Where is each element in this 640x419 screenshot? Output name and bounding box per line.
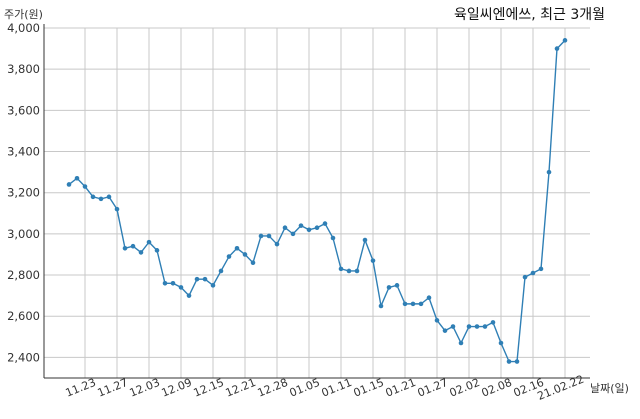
data-point: [306, 227, 312, 233]
data-point: [546, 169, 552, 175]
data-point: [474, 324, 480, 329]
x-axis-label: 날짜(일): [590, 381, 629, 395]
data-point: [82, 184, 88, 189]
data-point: [130, 243, 136, 249]
y-tick-label: 2,600: [7, 309, 40, 323]
data-point: [530, 270, 536, 276]
y-tick-label: 3,000: [7, 227, 40, 241]
y-tick-label: 3,600: [7, 103, 40, 117]
x-tick-label: 11.23: [64, 376, 98, 400]
y-tick-label: 2,800: [7, 268, 40, 282]
data-point: [154, 248, 160, 253]
data-point: [362, 237, 368, 243]
y-tick-label: 3,400: [7, 145, 40, 159]
data-point: [482, 324, 488, 329]
x-tick-labels: 11.2311.2712.0312.0912.1512.2112.2801.05…: [64, 373, 586, 403]
data-point: [434, 318, 440, 323]
data-point: [178, 285, 184, 290]
y-tick-labels: 2,400 2,600 2,800 3,000 3,200 3,400 3,600 3,800…: [7, 21, 40, 364]
data-point: [114, 206, 120, 212]
x-tick-label: 02.02: [448, 376, 482, 400]
data-point: [338, 266, 344, 272]
x-tick-label: 01.21: [384, 376, 418, 400]
data-point: [274, 241, 280, 247]
x-tick-label: 01.05: [288, 376, 322, 400]
chart-title: 육일씨엔에쓰, 최근 3개월: [454, 7, 605, 23]
data-point: [90, 194, 96, 200]
data-point: [418, 301, 424, 307]
x-tick-label: 12.09: [160, 376, 194, 400]
x-tick-label: 12.21: [224, 376, 258, 400]
data-point: [402, 301, 408, 307]
x-tick-label: 01.15: [352, 376, 386, 400]
data-point: [98, 196, 104, 202]
data-point: [522, 274, 528, 280]
x-tick-label: 01.11: [320, 376, 354, 400]
data-point: [138, 250, 144, 255]
data-point: [458, 340, 464, 346]
price-series: [66, 38, 568, 364]
grid: [44, 27, 590, 378]
data-point: [282, 225, 288, 231]
y-axis-label: 주가(원): [4, 8, 43, 21]
data-point: [554, 46, 560, 51]
x-tick-label: 02.08: [480, 376, 514, 400]
data-point: [106, 194, 112, 200]
x-tick-label: 11.27: [96, 376, 130, 400]
data-point: [450, 324, 456, 329]
x-tick-label: 12.15: [192, 376, 226, 400]
data-point: [218, 268, 224, 274]
y-tick-label: 3,800: [7, 62, 40, 76]
data-point: [146, 239, 152, 245]
y-tick-label: 3,200: [7, 186, 40, 200]
data-point: [442, 328, 448, 333]
data-point: [210, 283, 216, 288]
data-point: [266, 233, 272, 239]
data-point: [506, 359, 512, 364]
data-point: [242, 252, 248, 257]
data-point: [514, 359, 520, 364]
data-point: [538, 266, 544, 272]
data-point: [426, 295, 432, 301]
axes: [43, 24, 590, 379]
x-tick-label: 12.28: [256, 376, 290, 400]
data-point: [346, 268, 352, 274]
data-point: [562, 38, 568, 43]
data-point: [234, 245, 240, 251]
data-point: [330, 235, 336, 241]
data-point: [66, 182, 72, 187]
data-point: [322, 221, 328, 226]
data-point: [194, 276, 200, 282]
data-point: [250, 260, 256, 266]
data-point: [226, 254, 232, 259]
series-line: [68, 39, 566, 363]
x-tick-label: 12.03: [128, 376, 162, 400]
data-point: [170, 280, 176, 286]
data-point: [498, 340, 504, 346]
data-point: [386, 285, 392, 290]
data-point: [466, 324, 472, 329]
data-point: [122, 245, 128, 251]
y-tick-label: 2,400: [7, 350, 40, 364]
data-point: [314, 225, 320, 231]
data-point: [378, 303, 384, 309]
x-tick-label: 21.02.22: [536, 373, 586, 403]
data-point: [202, 276, 208, 282]
data-point: [410, 301, 416, 307]
data-point: [162, 280, 168, 286]
data-point: [290, 231, 296, 237]
data-point: [394, 283, 400, 288]
data-point: [370, 258, 376, 263]
data-point: [258, 233, 264, 239]
y-tick-label: 4,000: [7, 21, 40, 35]
x-tick-label: 01.27: [416, 376, 450, 400]
data-point: [490, 320, 496, 325]
data-point: [74, 175, 80, 181]
data-point: [354, 268, 360, 274]
data-point: [298, 223, 304, 228]
data-point: [186, 293, 192, 298]
